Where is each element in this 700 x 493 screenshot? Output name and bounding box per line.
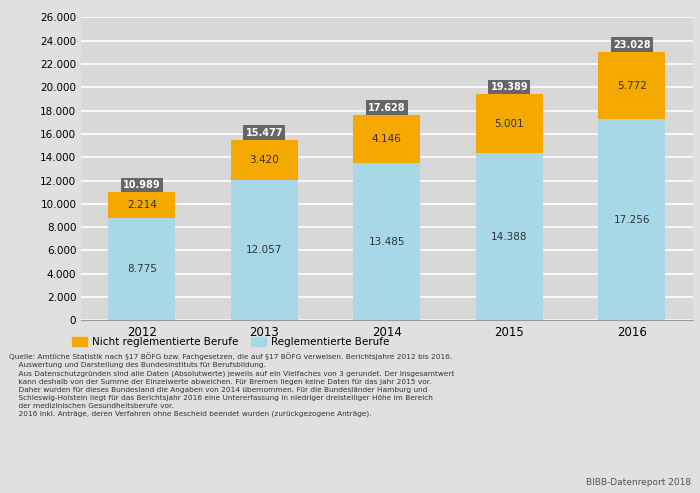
Bar — [230, 140, 298, 180]
Bar — [108, 192, 176, 218]
Bar — [598, 52, 666, 119]
Bar — [475, 153, 543, 320]
Bar — [108, 218, 176, 320]
Bar — [353, 163, 421, 320]
Text: 4.146: 4.146 — [372, 134, 402, 144]
Text: 19.389: 19.389 — [491, 82, 528, 92]
Text: 23.028: 23.028 — [613, 39, 650, 50]
Text: 5.001: 5.001 — [494, 118, 524, 129]
Text: 17.628: 17.628 — [368, 103, 405, 112]
Text: 13.485: 13.485 — [368, 237, 405, 247]
Bar — [230, 180, 298, 320]
Legend: Nicht reglementierte Berufe, Reglementierte Berufe: Nicht reglementierte Berufe, Reglementie… — [68, 333, 393, 352]
Bar — [598, 119, 666, 320]
Text: 17.256: 17.256 — [613, 215, 650, 225]
Text: 3.420: 3.420 — [249, 155, 279, 165]
Text: Quelle: Amtliche Statistik nach §17 BÖFG bzw. Fachgesetzen, die auf §17 BÖFG ver: Quelle: Amtliche Statistik nach §17 BÖFG… — [9, 352, 454, 418]
Bar — [353, 115, 421, 163]
Text: 5.772: 5.772 — [617, 80, 647, 91]
Text: 12.057: 12.057 — [246, 245, 282, 255]
Bar — [475, 94, 543, 153]
Text: 14.388: 14.388 — [491, 232, 528, 242]
Text: 2.214: 2.214 — [127, 200, 157, 210]
Text: 8.775: 8.775 — [127, 264, 157, 274]
Text: 15.477: 15.477 — [246, 128, 283, 138]
Text: BIBB-Datenreport 2018: BIBB-Datenreport 2018 — [586, 478, 691, 487]
Text: 10.989: 10.989 — [123, 180, 160, 190]
